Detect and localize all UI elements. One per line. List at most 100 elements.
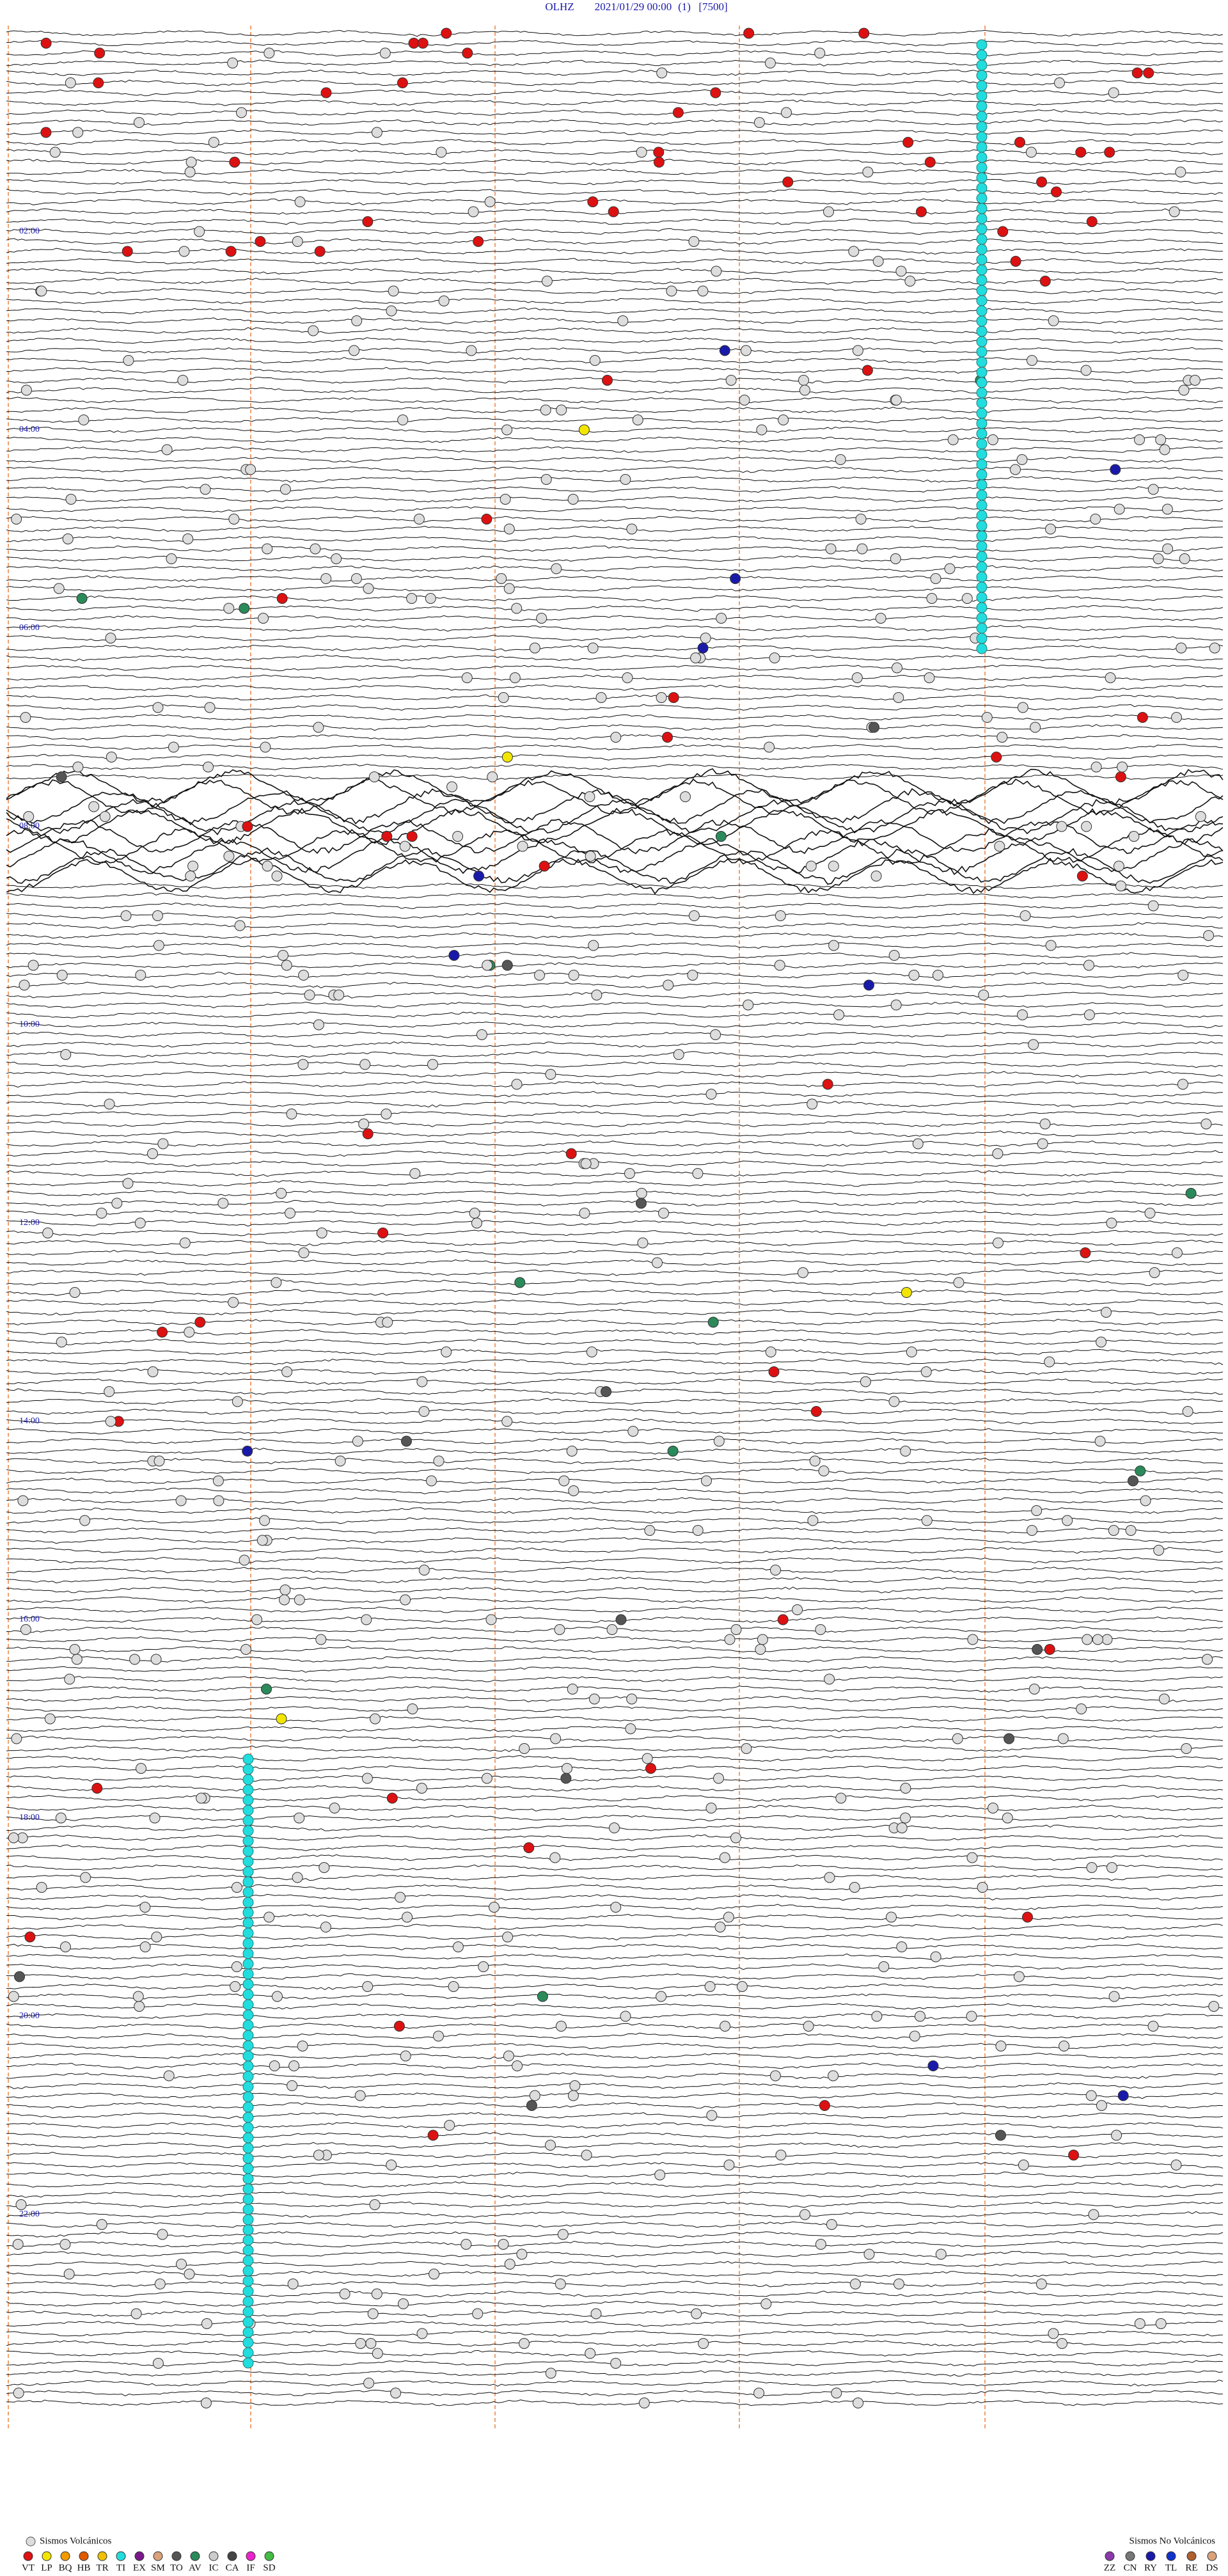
event-marker (509, 672, 521, 683)
event-marker (1170, 2160, 1182, 2170)
events (8, 28, 1220, 2408)
trace (6, 506, 1224, 513)
event-marker (1018, 2160, 1029, 2170)
event-marker (896, 1941, 908, 1952)
trace (6, 2023, 1224, 2030)
trace (6, 827, 1224, 864)
event-marker (688, 236, 700, 247)
event-marker (622, 672, 633, 683)
trace (6, 892, 1224, 899)
event-marker (591, 990, 602, 1000)
trace (6, 317, 1224, 324)
event-marker (921, 1515, 933, 1526)
legend-icon (79, 2551, 89, 2561)
trace (6, 1477, 1224, 1484)
trace (6, 684, 1224, 691)
event-marker (469, 1208, 480, 1219)
event-marker (1031, 1505, 1043, 1516)
trace (6, 1150, 1224, 1157)
event-marker (825, 543, 837, 555)
event-marker (778, 415, 789, 425)
event-marker (966, 2011, 977, 2022)
event-marker (976, 387, 988, 399)
trace (6, 1497, 1224, 1504)
event-marker (153, 940, 164, 951)
event-marker (448, 1981, 459, 1992)
event-marker (692, 1168, 704, 1179)
trace (6, 516, 1224, 523)
event-marker (13, 2387, 24, 2399)
trace (6, 1794, 1224, 1802)
event-marker (397, 415, 409, 425)
event-marker (588, 940, 599, 951)
legend-icon (1166, 2551, 1176, 2561)
event-marker (819, 2100, 830, 2111)
legend-code: CA (226, 2563, 239, 2573)
event-marker (1161, 503, 1173, 515)
event-marker (1085, 2090, 1097, 2101)
event-marker (242, 2286, 254, 2297)
trace (6, 1180, 1224, 1187)
event-marker (1010, 256, 1021, 267)
trace (6, 129, 1224, 136)
event-marker (988, 1803, 998, 1813)
trace (6, 1318, 1224, 1325)
trace (6, 139, 1224, 146)
trace (6, 972, 1224, 979)
trace (6, 1448, 1224, 1455)
trace (6, 1120, 1224, 1128)
event-marker (286, 1109, 297, 1119)
event-marker (320, 573, 332, 584)
event-marker (1177, 1079, 1188, 1090)
event-marker (242, 2019, 254, 2031)
trace (6, 2290, 1224, 2298)
event-marker (797, 1267, 808, 1278)
event-marker (393, 2021, 405, 2032)
event-marker (781, 107, 792, 118)
event-marker (1113, 860, 1124, 872)
trace (6, 1755, 1224, 1762)
trace (6, 1993, 1224, 2000)
event-marker (297, 1059, 309, 1070)
event-marker (12, 2239, 24, 2250)
event-marker (976, 407, 988, 419)
trace (6, 327, 1224, 335)
event-marker (1045, 940, 1057, 951)
event-marker (908, 970, 920, 981)
event-marker (15, 2199, 27, 2210)
trace (6, 1379, 1224, 1385)
event-marker (976, 643, 988, 654)
event-marker (28, 960, 39, 971)
event-marker (871, 2011, 883, 2022)
event-marker (200, 2398, 212, 2408)
legend-code: ZZ (1104, 2563, 1115, 2573)
trace (6, 1220, 1224, 1227)
event-marker (242, 1815, 254, 1826)
event-marker (242, 2306, 254, 2318)
trace (6, 159, 1224, 166)
event-marker (896, 1822, 908, 1833)
event-marker (96, 1208, 107, 1219)
legend-code: SD (263, 2563, 275, 2573)
event-marker (1025, 146, 1037, 158)
event-marker (656, 1991, 667, 2002)
trace (6, 1140, 1224, 1147)
event-marker (753, 2387, 765, 2399)
event-marker (287, 2080, 298, 2091)
event-marker (656, 67, 668, 79)
event-marker (485, 1614, 497, 1625)
event-marker (529, 2090, 540, 2101)
trace (6, 1487, 1224, 1494)
event-marker (906, 1347, 917, 1357)
event-marker (20, 1624, 31, 1635)
event-marker (242, 821, 253, 832)
event-marker (668, 692, 679, 703)
event-marker (653, 146, 665, 158)
event-marker (687, 970, 698, 981)
event-marker (370, 1713, 381, 1725)
trace (6, 436, 1224, 443)
trace (6, 1596, 1224, 1604)
event-marker (927, 2060, 939, 2071)
event-marker (1022, 1911, 1033, 1923)
event-marker (369, 2199, 381, 2210)
